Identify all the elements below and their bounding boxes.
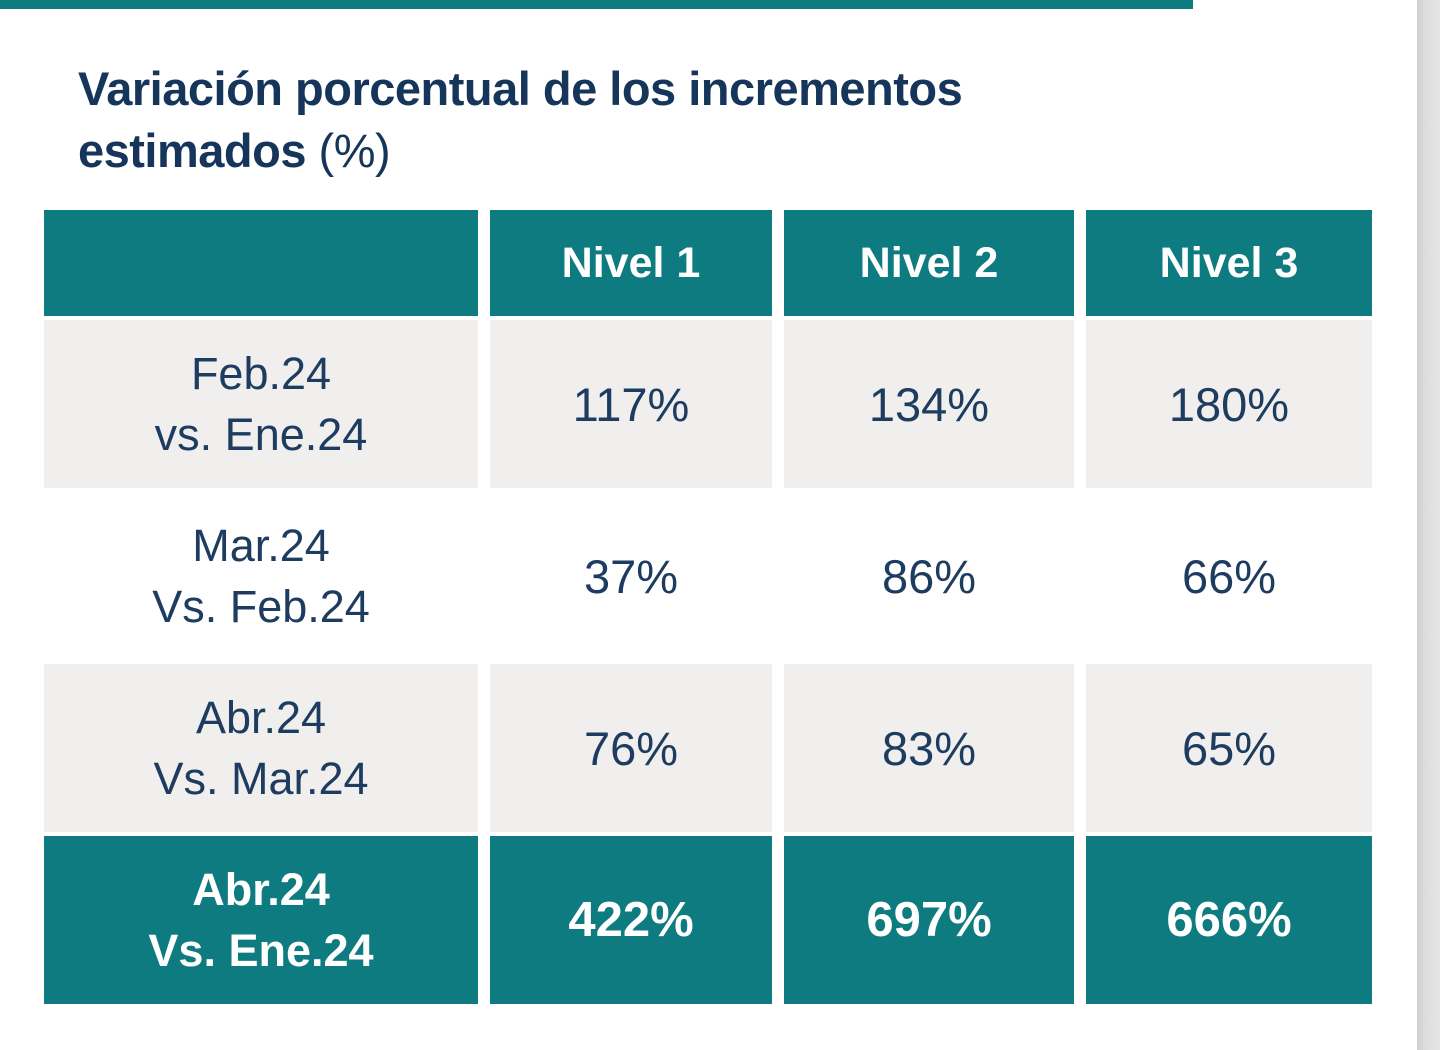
value-abr24-nivel3: 65% <box>1086 664 1372 832</box>
row-label-abr24-vs-mar24: Abr.24 Vs. Mar.24 <box>44 664 478 832</box>
column-header-nivel-1: Nivel 1 <box>490 210 772 316</box>
scrollbar-track[interactable] <box>1417 0 1440 1050</box>
value-total-nivel3: 666% <box>1086 836 1372 1004</box>
row-label-text: Abr.24 Vs. Mar.24 <box>153 692 369 804</box>
row-label-abr24-vs-ene24: Abr.24 Vs. Ene.24 <box>44 836 478 1004</box>
value-mar24-nivel1: 37% <box>490 492 772 660</box>
row-label-feb24-vs-ene24: Feb.24 vs. Ene.24 <box>44 320 478 488</box>
value-feb24-nivel1: 117% <box>490 320 772 488</box>
value-feb24-nivel2: 134% <box>784 320 1074 488</box>
value-mar24-nivel3: 66% <box>1086 492 1372 660</box>
column-header-nivel-3: Nivel 3 <box>1086 210 1372 316</box>
title-line1: Variación porcentual de los incrementos <box>78 62 963 115</box>
value-feb24-nivel3: 180% <box>1086 320 1372 488</box>
value-total-nivel1: 422% <box>490 836 772 1004</box>
row-label-text: Mar.24 Vs. Feb.24 <box>152 520 370 632</box>
value-mar24-nivel2: 86% <box>784 492 1074 660</box>
page-title: Variación porcentual de los incrementos … <box>78 58 1278 182</box>
column-header-empty <box>44 210 478 316</box>
title-unit: (%) <box>305 124 391 177</box>
title-line2-bold: estimados <box>78 124 306 177</box>
row-label-text: Feb.24 vs. Ene.24 <box>154 348 368 460</box>
value-abr24-nivel2: 83% <box>784 664 1074 832</box>
value-total-nivel2: 697% <box>784 836 1074 1004</box>
value-abr24-nivel1: 76% <box>490 664 772 832</box>
row-label-text: Abr.24 Vs. Ene.24 <box>148 864 374 976</box>
data-table: Nivel 1 Nivel 2 Nivel 3 Feb.24 vs. Ene.24… <box>44 210 1372 1004</box>
top-teal-divider <box>0 0 1193 9</box>
column-header-nivel-2: Nivel 2 <box>784 210 1074 316</box>
row-label-mar24-vs-feb24: Mar.24 Vs. Feb.24 <box>44 492 478 660</box>
